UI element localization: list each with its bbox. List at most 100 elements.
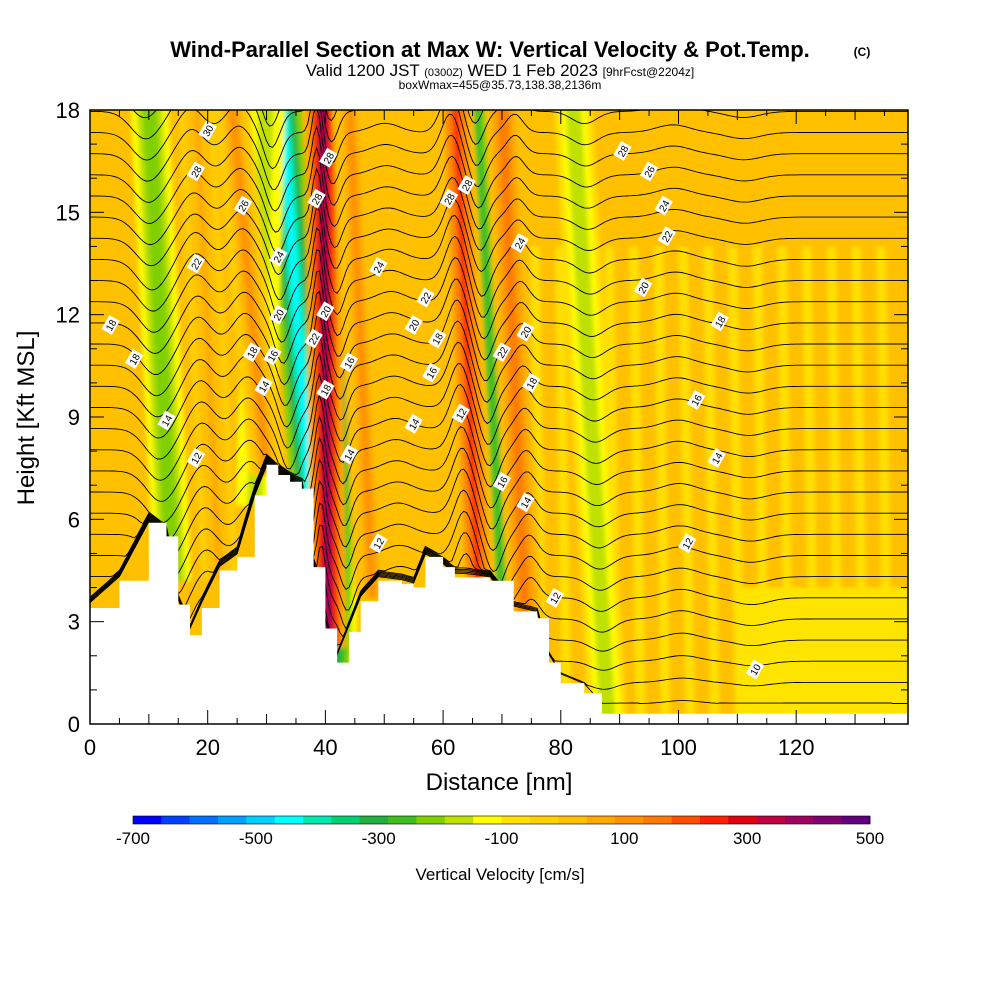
contour-label-text: 28 bbox=[616, 144, 631, 160]
contour-label-bg bbox=[101, 314, 120, 335]
colorbar-tick-label: 100 bbox=[610, 829, 638, 848]
contour-label: 12 bbox=[369, 533, 388, 554]
contour-label: 30 bbox=[198, 120, 217, 141]
colorbar-swatch bbox=[274, 816, 304, 824]
contour-label: 16 bbox=[422, 362, 441, 383]
isentrope-line bbox=[90, 414, 908, 509]
x-tick-label: 60 bbox=[431, 735, 455, 760]
contour-label: 28 bbox=[439, 188, 459, 209]
contour-label-bg bbox=[319, 147, 338, 168]
contour-label-text: 14 bbox=[343, 447, 358, 463]
colorbar-swatch bbox=[756, 816, 786, 824]
chart-subtitle: Valid 1200 JST (0300Z) WED 1 Feb 2023 [9… bbox=[306, 61, 694, 80]
contour-label-text: 12 bbox=[372, 536, 387, 552]
contour-label: 16 bbox=[686, 390, 706, 410]
isentrope-line bbox=[90, 205, 908, 300]
contour-label-bg bbox=[369, 533, 388, 554]
contour-label-text: 18 bbox=[128, 352, 143, 368]
colorbar-swatch bbox=[784, 816, 814, 824]
contour-label: 20 bbox=[269, 304, 288, 325]
contour-label-text: 18 bbox=[525, 376, 540, 392]
contour-label: 16 bbox=[339, 352, 359, 373]
weak-velocity-stripe bbox=[629, 246, 646, 724]
updraft-band bbox=[452, 110, 482, 590]
colorbar-swatch bbox=[303, 816, 332, 824]
isentrope-line bbox=[90, 146, 908, 233]
contour-label-bg bbox=[545, 587, 565, 608]
contour-label-bg bbox=[242, 342, 262, 363]
contour-label-bg bbox=[124, 349, 144, 369]
colorbar-tick-label: -500 bbox=[239, 829, 273, 848]
colorbar-swatch bbox=[558, 816, 587, 824]
colorbar-swatch bbox=[643, 816, 672, 824]
contour-label-bg bbox=[316, 379, 335, 400]
contour-label-text: 16 bbox=[266, 348, 281, 364]
isentrope-line bbox=[90, 372, 908, 470]
colorbar-swatch bbox=[416, 816, 446, 824]
contour-label: 18 bbox=[522, 372, 541, 393]
contour-label-bg bbox=[516, 321, 535, 342]
contour-label: 12 bbox=[545, 587, 565, 608]
contour-label-bg bbox=[416, 287, 435, 308]
contour-label-bg bbox=[639, 161, 659, 182]
axes: 0 20 40 60 80 100 120 0 3 6 9 12 15 18 bbox=[56, 98, 909, 760]
contour-label-bg bbox=[710, 311, 729, 332]
contour-label: 22 bbox=[657, 226, 676, 247]
contour-label: 24 bbox=[510, 233, 529, 253]
isentrope-line bbox=[90, 310, 908, 406]
isentrope-line bbox=[90, 351, 908, 449]
contour-label: 18 bbox=[124, 349, 144, 369]
isentrope-line bbox=[90, 456, 908, 573]
contour-label-text: 26 bbox=[237, 198, 252, 214]
contour-label: 12 bbox=[186, 448, 206, 468]
colorbar bbox=[132, 815, 871, 825]
contour-label: 14 bbox=[254, 376, 273, 397]
contour-label-text: 22 bbox=[190, 256, 205, 272]
contour-label: 20 bbox=[404, 314, 423, 335]
x-tick-label: 80 bbox=[549, 735, 573, 760]
colorbar-swatch bbox=[529, 816, 559, 824]
colorbar-tick-label: -100 bbox=[484, 829, 518, 848]
y-tick-label: 18 bbox=[56, 98, 80, 123]
colorbar-swatch bbox=[246, 816, 276, 824]
colorbar-tick-label: -300 bbox=[362, 829, 396, 848]
contour-label: 14 bbox=[157, 410, 176, 431]
colorbar-swatch bbox=[586, 816, 616, 824]
contour-label-text: 14 bbox=[160, 413, 175, 429]
contour-label: 12 bbox=[678, 533, 697, 554]
contour-label: 18 bbox=[316, 379, 335, 400]
contour-label-text: 22 bbox=[496, 345, 511, 361]
title-copyright-mark: (C) bbox=[854, 45, 871, 59]
contour-label-bg bbox=[307, 188, 326, 209]
contour-label-bg bbox=[613, 141, 632, 161]
contour-label: 24 bbox=[369, 256, 388, 277]
colorbar-swatch bbox=[699, 816, 729, 824]
contour-label-text: 24 bbox=[658, 198, 673, 214]
y-tick-label: 15 bbox=[56, 200, 80, 225]
contour-label-bg bbox=[492, 342, 512, 363]
contour-label-text: 28 bbox=[443, 191, 458, 207]
contour-label-text: 12 bbox=[455, 406, 470, 422]
contour-label-text: 16 bbox=[496, 475, 511, 491]
weak-velocity-stripe bbox=[653, 246, 671, 724]
x-tick-label: 0 bbox=[84, 735, 96, 760]
colorbar-swatch bbox=[133, 816, 162, 824]
contour-label: 14 bbox=[707, 448, 726, 468]
contour-label-text: 28 bbox=[460, 178, 475, 194]
weak-velocity-stripe bbox=[530, 246, 547, 724]
contour-label-bg bbox=[510, 233, 529, 253]
contour-label-text: 18 bbox=[104, 318, 119, 334]
x-tick-label: 120 bbox=[778, 735, 815, 760]
contour-label: 26 bbox=[233, 195, 253, 216]
updraft-band bbox=[499, 110, 529, 626]
isentrope-line bbox=[90, 188, 908, 276]
contour-label: 20 bbox=[633, 277, 653, 298]
contour-label-bg bbox=[369, 256, 388, 277]
subtitle-utc: (0300Z) bbox=[424, 67, 463, 79]
subtitle-valid-time: Valid 1200 JST bbox=[306, 61, 420, 80]
isentrope-line bbox=[90, 110, 908, 190]
contour-label: 16 bbox=[263, 345, 282, 366]
isentrope-line bbox=[90, 393, 908, 488]
contour-label-bg bbox=[657, 226, 676, 247]
